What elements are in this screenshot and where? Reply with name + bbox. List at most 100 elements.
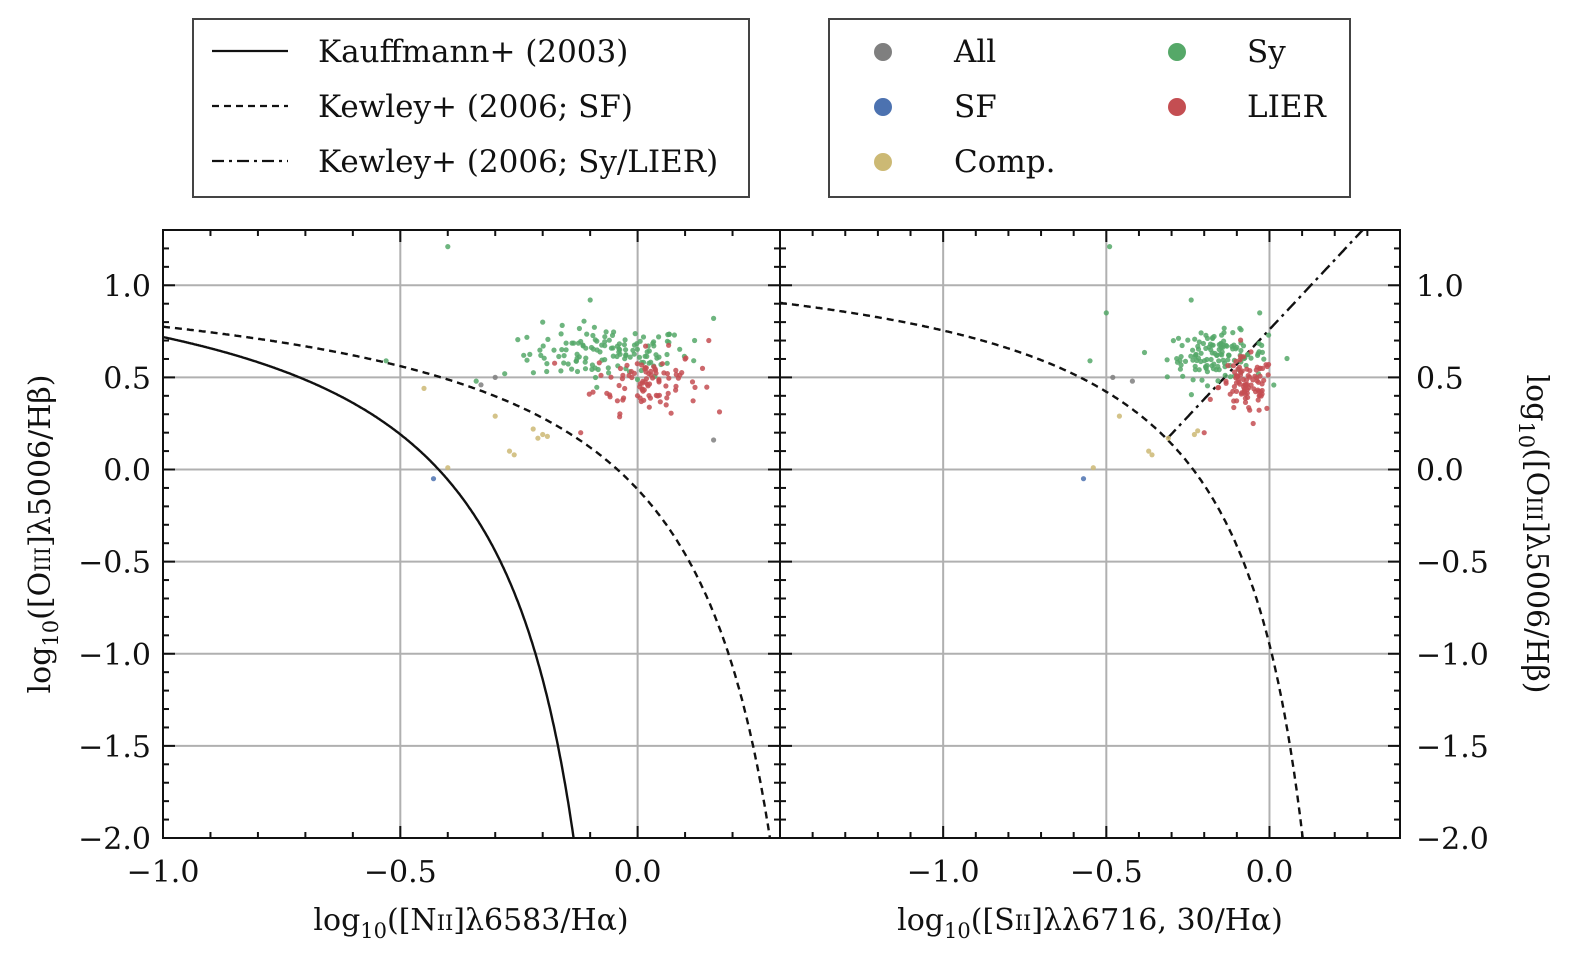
point-lier (1240, 376, 1246, 383)
point-sy (574, 355, 580, 361)
point-lier (1258, 393, 1264, 399)
point-lier (1242, 399, 1249, 405)
point-sy (1190, 347, 1196, 353)
point-sf (430, 476, 437, 482)
point-sy (1233, 346, 1239, 352)
point-lier (1247, 374, 1253, 380)
y-tick-label: 0.0 (103, 454, 151, 489)
y-tick-label: 1.0 (103, 269, 151, 304)
point-sy (602, 357, 608, 363)
point-lier (639, 362, 645, 368)
legend-class-label: Sy (1247, 34, 1286, 70)
point-sy (1211, 333, 1217, 340)
point-comp (1090, 465, 1096, 471)
point-sy (1259, 349, 1265, 355)
point-lier (1223, 378, 1229, 384)
point-sy (1216, 358, 1222, 364)
point-lier (1230, 388, 1236, 394)
point-sy (587, 297, 593, 303)
legend-class-label: All (953, 34, 996, 70)
point-lier (1234, 398, 1240, 404)
legend-line-label: Kewley+ (2006; Sy/LIER) (318, 144, 718, 180)
point-sy (608, 345, 615, 351)
point-lier (641, 387, 647, 393)
point-lier (604, 390, 610, 396)
point-lier (1250, 420, 1256, 427)
point-lier (1241, 388, 1247, 395)
point-sy (574, 368, 581, 375)
point-sy (1226, 352, 1232, 358)
point-lier (619, 376, 626, 382)
point-sy (592, 374, 599, 381)
point-sy (559, 347, 565, 353)
point-sy (1200, 340, 1206, 347)
point-sy (1196, 339, 1202, 345)
point-sy (1185, 337, 1191, 343)
point-sy (1221, 330, 1227, 336)
point-lier (596, 360, 602, 366)
point-lier (1233, 388, 1240, 394)
point-comp (1191, 431, 1197, 438)
point-sy (582, 366, 589, 372)
point-lier (664, 395, 670, 401)
point-sy (1208, 356, 1214, 363)
point-lier (1231, 384, 1237, 390)
point-sy (537, 347, 543, 353)
point-sy (569, 366, 575, 372)
point-lier (1242, 382, 1248, 388)
point-sy (622, 337, 628, 343)
point-sy (1220, 344, 1226, 350)
point-sy (1230, 330, 1236, 336)
point-lier (643, 376, 650, 382)
point-lier (620, 397, 626, 403)
point-sy (634, 376, 641, 383)
legend-marker-lier (1168, 98, 1186, 116)
point-lier (617, 414, 623, 420)
point-sy (1218, 340, 1224, 346)
point-sy (565, 361, 571, 367)
point-sy (473, 378, 479, 384)
point-sy (623, 347, 629, 353)
x-tick-label: −0.5 (1070, 855, 1143, 890)
point-sy (1238, 347, 1244, 354)
point-sy (616, 346, 622, 352)
point-sy (551, 347, 557, 353)
point-sy (521, 352, 527, 358)
point-lier (1230, 363, 1237, 369)
point-sy (1248, 355, 1254, 361)
point-all (492, 374, 498, 380)
point-sy (1266, 332, 1272, 338)
point-sy (632, 331, 638, 337)
point-sy (1240, 343, 1247, 349)
point-lier (607, 394, 613, 400)
point-lier (656, 376, 662, 383)
point-sy (1188, 297, 1194, 303)
point-lier (617, 365, 624, 372)
point-sf (1080, 476, 1087, 482)
point-sy (563, 347, 569, 353)
point-comp (1195, 428, 1201, 434)
point-comp (1149, 452, 1155, 458)
point-sy (1141, 349, 1148, 356)
point-sy (524, 357, 530, 363)
point-sy (1204, 335, 1211, 341)
point-lier (626, 372, 632, 379)
point-lier (650, 375, 656, 381)
point-sy (1178, 354, 1184, 360)
point-sy (1284, 355, 1290, 362)
point-sy (1216, 367, 1222, 373)
point-lier (1207, 396, 1213, 402)
point-sy (1214, 352, 1220, 358)
point-sy (602, 343, 608, 349)
point-sy (637, 338, 643, 344)
point-sy (1198, 358, 1204, 365)
x-tick-label: −1.0 (127, 855, 200, 890)
point-sy (540, 319, 546, 325)
point-all (1129, 378, 1135, 384)
point-sy (558, 368, 564, 374)
y-tick-label: −0.5 (1416, 546, 1489, 581)
point-lier (666, 342, 672, 348)
point-sy (563, 340, 569, 346)
point-comp (506, 448, 513, 454)
point-lier (659, 361, 666, 367)
